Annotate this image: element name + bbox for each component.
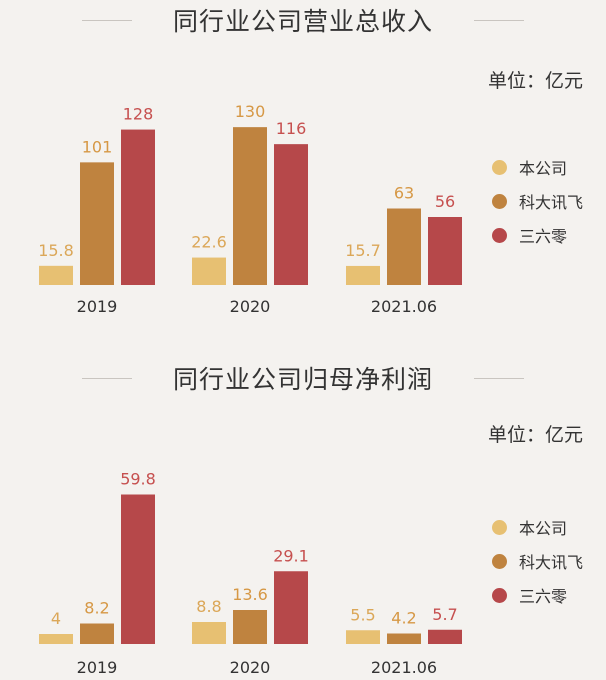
bar-本公司-2021.06 <box>346 630 380 644</box>
net-profit-bar-plot: 4 8.2 59.8 2019 8.8 13.6 29.1 2020 5.5 4.2 5.7 2021… <box>39 470 462 677</box>
x-tick-label: 2019 <box>77 658 118 677</box>
legend: 本公司 科大讯飞 三六零 <box>492 150 583 252</box>
bar-科大讯飞-2021.06 <box>387 633 421 644</box>
x-tick-label: 2020 <box>230 658 271 677</box>
unit-label: 单位：亿元 <box>488 70 584 92</box>
chart-title: 同行业公司归母净利润 <box>172 365 433 394</box>
data-label: 22.6 <box>191 233 227 252</box>
legend-item-三六零: 三六零 <box>492 218 583 252</box>
x-tick-label: 2020 <box>230 297 271 316</box>
bar-本公司-2019 <box>39 265 73 285</box>
data-label: 8.2 <box>84 599 109 618</box>
data-label: 29.1 <box>273 546 309 565</box>
legend-swatch-icon <box>492 587 507 603</box>
bar-本公司-2019 <box>39 634 73 644</box>
bar-科大讯飞-2020 <box>233 610 267 644</box>
title-divider-right <box>474 378 524 379</box>
data-label: 13.6 <box>232 585 268 604</box>
data-label: 101 <box>82 137 113 156</box>
x-tick-label: 2021.06 <box>371 297 437 316</box>
data-label: 8.8 <box>196 597 221 616</box>
bar-科大讯飞-2020 <box>233 127 267 286</box>
bar-三六零-2021.06 <box>428 217 462 285</box>
x-tick-label: 2019 <box>77 297 118 316</box>
bar-本公司-2020 <box>192 622 226 644</box>
legend-label: 三六零 <box>519 587 568 606</box>
title-divider-left <box>82 378 132 379</box>
title-divider-left <box>82 20 132 21</box>
bar-本公司-2020 <box>192 257 226 285</box>
legend-swatch-icon <box>492 159 507 175</box>
legend-item-本公司: 本公司 <box>492 150 583 184</box>
data-label: 5.7 <box>432 605 457 624</box>
legend: 本公司 科大讯飞 三六零 <box>492 510 583 612</box>
chart-title: 同行业公司营业总收入 <box>172 7 433 36</box>
unit-label: 单位：亿元 <box>488 424 584 446</box>
legend-label: 本公司 <box>519 519 568 538</box>
data-label: 59.8 <box>120 470 156 489</box>
bar-三六零-2019 <box>121 494 155 644</box>
data-label: 128 <box>123 105 154 124</box>
title-divider-right <box>474 20 524 21</box>
legend-swatch-icon <box>492 227 507 243</box>
data-label: 4.2 <box>391 609 416 628</box>
data-label: 116 <box>276 119 307 138</box>
data-label: 130 <box>235 102 266 121</box>
legend-swatch-icon <box>492 553 507 569</box>
net-profit-chart-panel: 同行业公司归母净利润 单位：亿元 4 8.2 59.8 2019 8.8 13.6 29.1… <box>0 340 606 680</box>
bar-科大讯飞-2021.06 <box>387 208 421 285</box>
data-label: 56 <box>435 192 455 211</box>
x-tick-label: 2021.06 <box>371 658 437 677</box>
bar-三六零-2019 <box>121 129 155 285</box>
data-label: 15.7 <box>345 241 381 260</box>
legend-label: 三六零 <box>519 227 568 246</box>
legend-label: 本公司 <box>519 159 568 178</box>
bar-本公司-2021.06 <box>346 265 380 285</box>
legend-label: 科大讯飞 <box>519 193 584 212</box>
legend-label: 科大讯飞 <box>519 553 584 572</box>
bar-科大讯飞-2019 <box>80 623 114 644</box>
legend-item-科大讯飞: 科大讯飞 <box>492 184 583 218</box>
data-label: 5.5 <box>350 605 375 624</box>
data-label: 15.8 <box>38 241 74 260</box>
bar-三六零-2021.06 <box>428 629 462 644</box>
bar-科大讯飞-2019 <box>80 162 114 285</box>
data-label: 4 <box>51 609 61 628</box>
legend-item-本公司: 本公司 <box>492 510 583 544</box>
bar-三六零-2020 <box>274 571 308 644</box>
legend-item-科大讯飞: 科大讯飞 <box>492 544 583 578</box>
bar-三六零-2020 <box>274 144 308 285</box>
legend-item-三六零: 三六零 <box>492 578 583 612</box>
revenue-chart-panel: 同行业公司营业总收入 单位：亿元 15.8 101 128 2019 22.6 130 11… <box>38 7 584 316</box>
legend-swatch-icon <box>492 519 507 535</box>
data-label: 63 <box>394 184 414 203</box>
revenue-bar-plot: 15.8 101 128 2019 22.6 130 116 2020 15.7 63 56 2021… <box>38 102 462 316</box>
legend-swatch-icon <box>492 193 507 209</box>
